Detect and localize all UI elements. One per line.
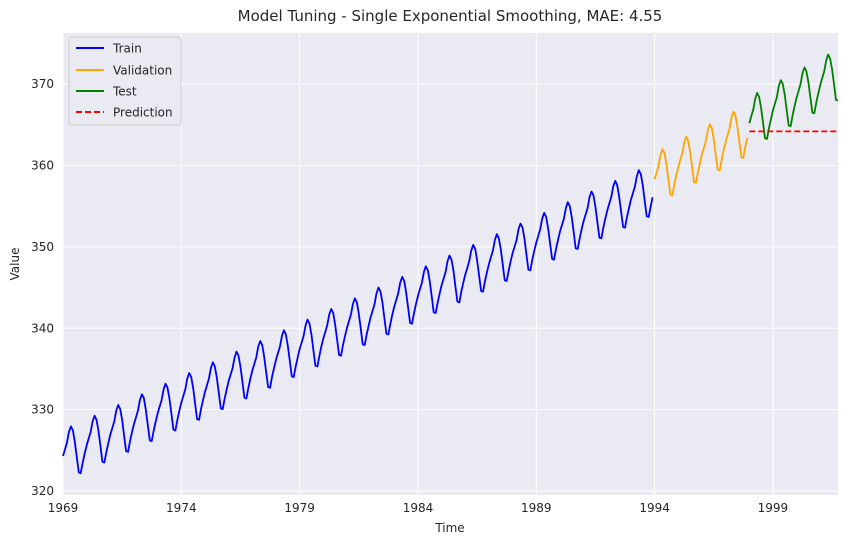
y-tick-label: 330 xyxy=(31,403,54,417)
legend-label-test: Test xyxy=(112,85,137,99)
legend-label-validation: Validation xyxy=(113,64,172,78)
y-axis-label: Value xyxy=(8,248,22,281)
plot-area xyxy=(63,33,838,495)
chart-title: Model Tuning - Single Exponential Smooth… xyxy=(238,7,663,25)
x-tick-label: 1969 xyxy=(48,501,79,515)
legend-box xyxy=(68,36,182,126)
series-line-train xyxy=(62,169,654,475)
y-tick-label: 320 xyxy=(31,484,54,498)
x-tick-label: 1974 xyxy=(166,501,197,515)
x-tick-label: 1984 xyxy=(403,501,434,515)
y-tick-label: 360 xyxy=(31,159,54,173)
grid xyxy=(62,33,838,495)
x-tick-label: 1979 xyxy=(284,501,315,515)
series-line-validation xyxy=(653,110,749,197)
legend: Train Validation Test Prediction xyxy=(68,36,182,126)
series-layer xyxy=(62,53,839,475)
x-tick-label: 1989 xyxy=(521,501,552,515)
x-tick-label: 1999 xyxy=(758,501,789,515)
legend-label-prediction: Prediction xyxy=(113,106,173,120)
y-tick-label: 350 xyxy=(31,240,54,254)
x-tick-label: 1994 xyxy=(639,501,670,515)
y-tick-label: 340 xyxy=(31,321,54,335)
x-axis-label: Time xyxy=(434,521,464,535)
legend-label-train: Train xyxy=(112,42,142,56)
y-tick-label: 370 xyxy=(31,77,54,91)
tick-labels: 1969 1974 1979 1984 1989 1994 1999 320 330 340 350… xyxy=(31,77,788,515)
